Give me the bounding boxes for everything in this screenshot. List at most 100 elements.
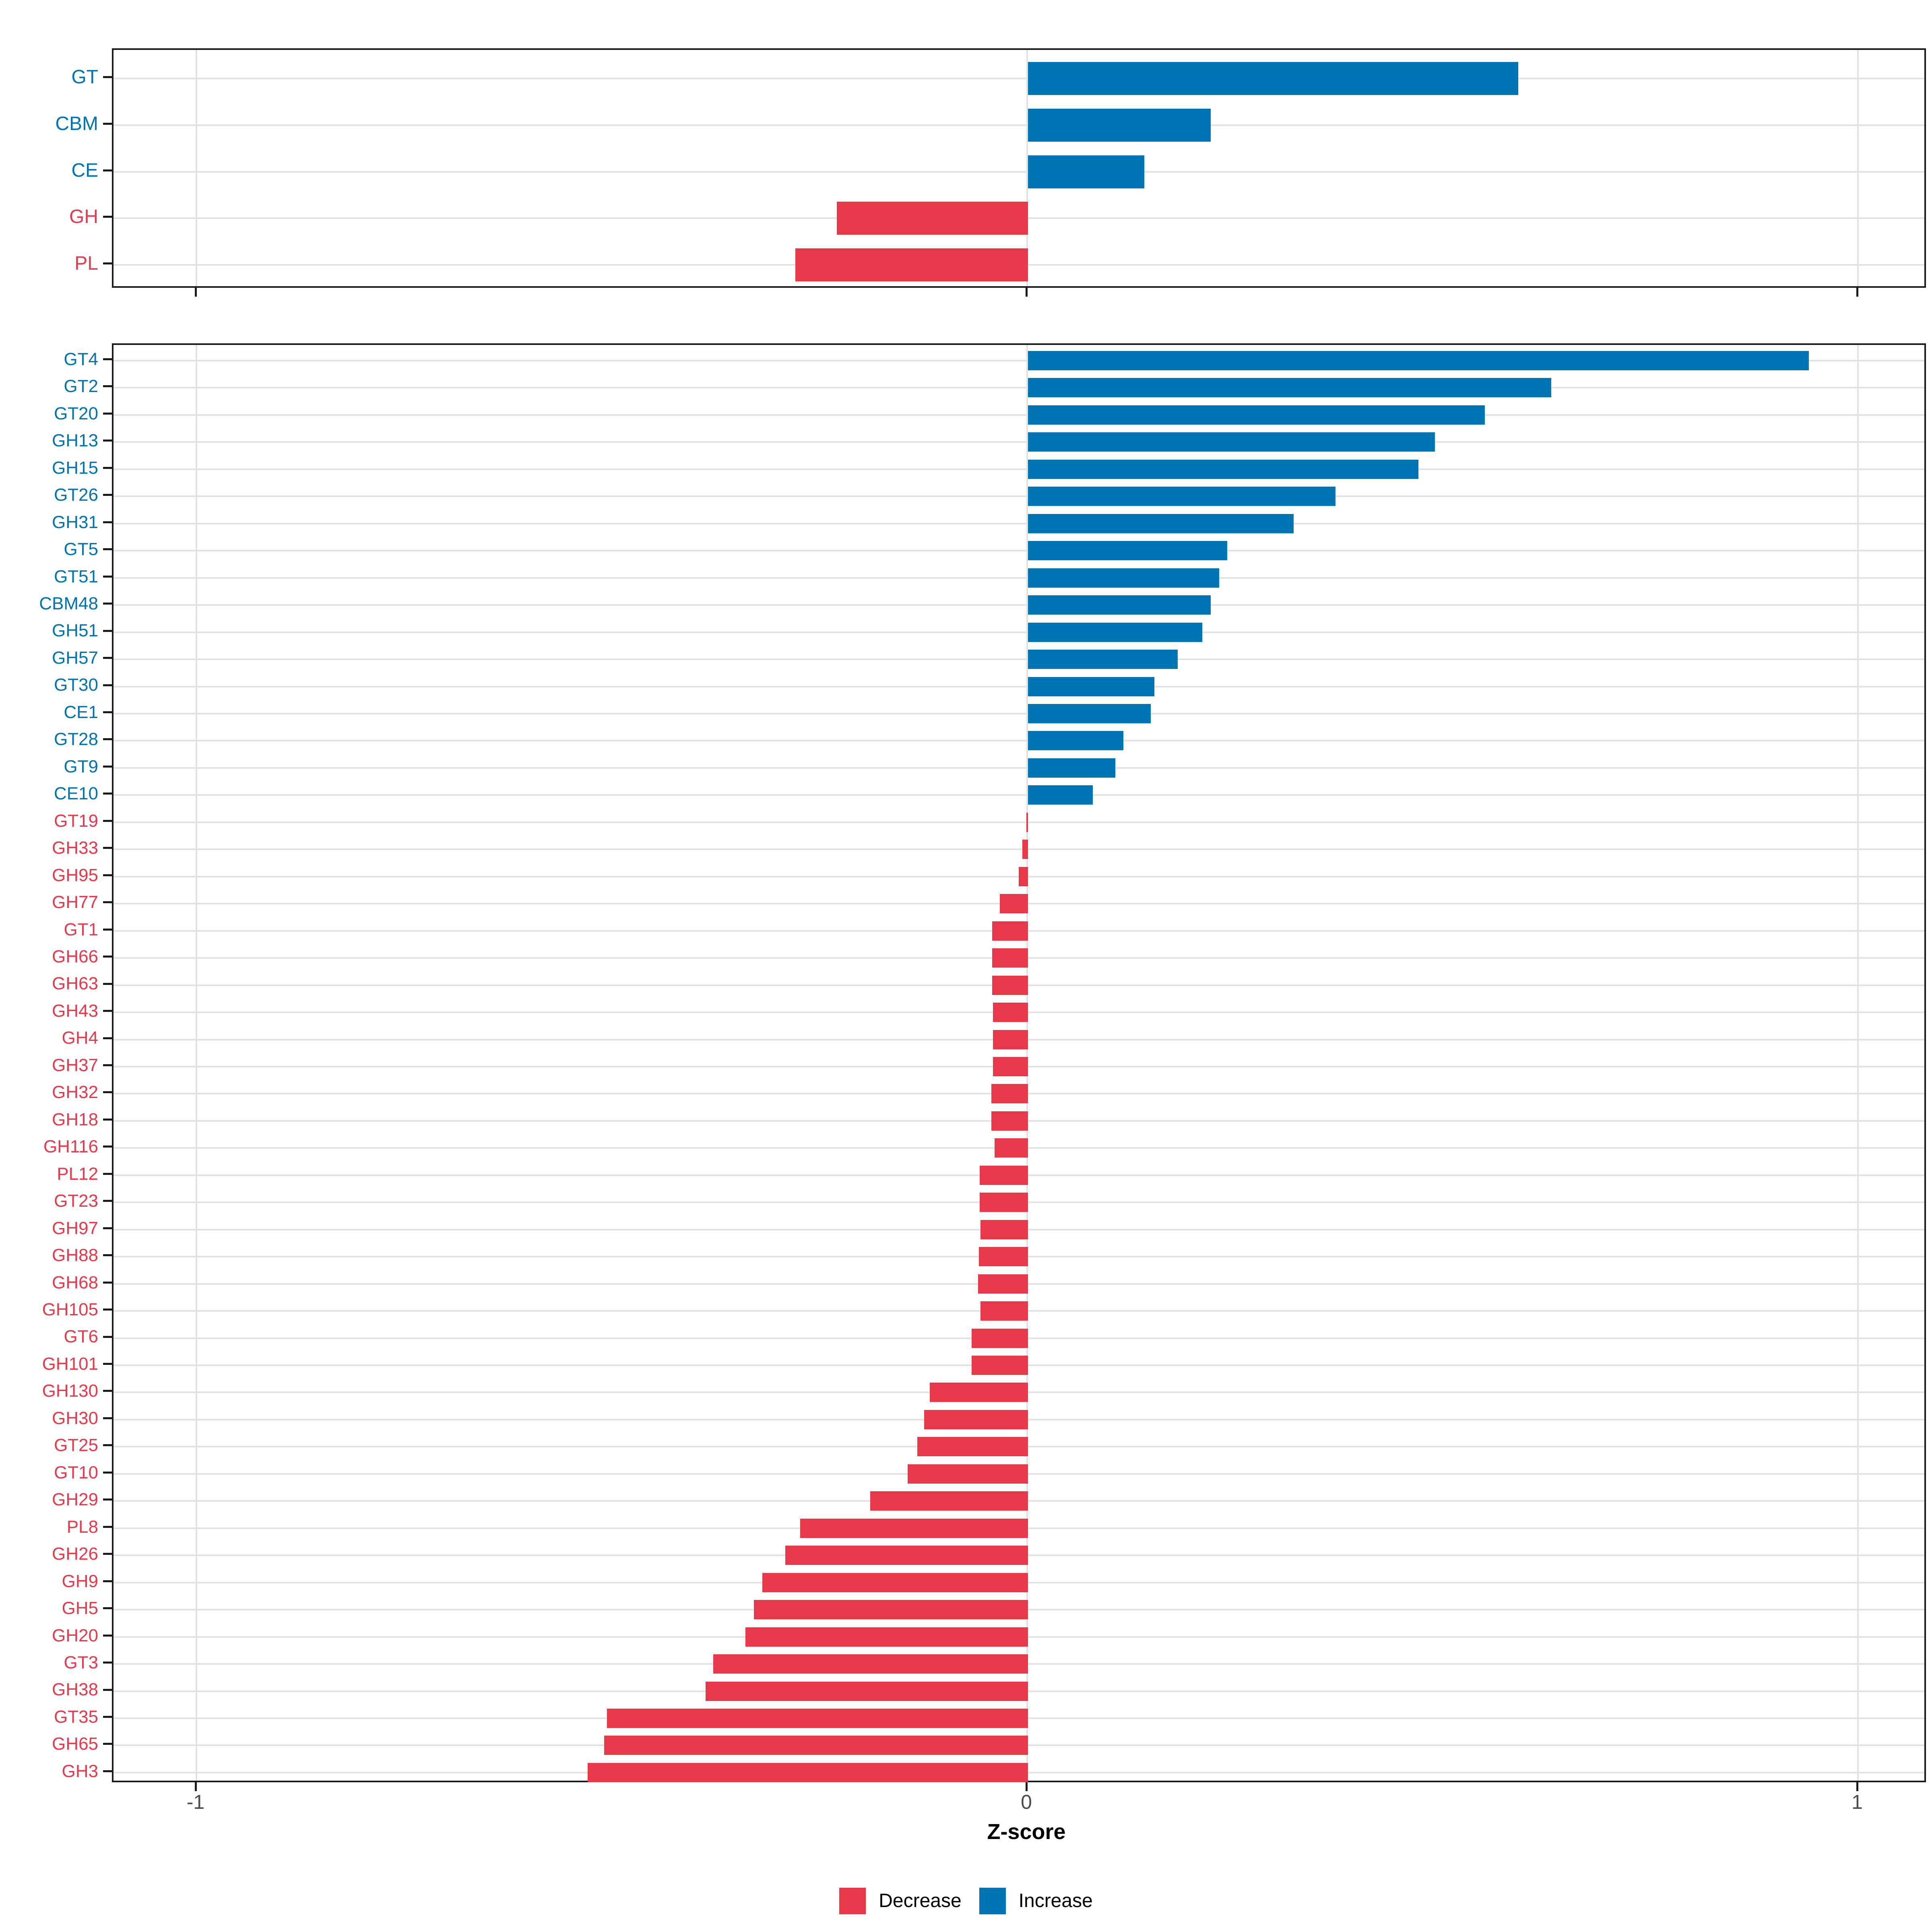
y-axis-label-gh4: GH4 xyxy=(62,1028,98,1048)
y-gridline xyxy=(114,171,1924,173)
bar-gh51 xyxy=(1028,622,1203,642)
increase-label: Increase xyxy=(1018,1890,1093,1911)
y-axis-label-gh63: GH63 xyxy=(52,974,98,994)
y-axis-label-gt19: GT19 xyxy=(54,811,98,831)
bar-gh77 xyxy=(999,894,1028,914)
y-gridline xyxy=(114,495,1924,497)
y-tick xyxy=(103,1200,112,1202)
bar-gt6 xyxy=(971,1328,1028,1348)
x-tick xyxy=(195,1782,197,1791)
y-tick xyxy=(103,1064,112,1066)
y-axis-label-gt23: GT23 xyxy=(54,1191,98,1211)
y-tick xyxy=(103,1525,112,1528)
y-gridline xyxy=(114,441,1924,443)
y-axis-label-cbm: CBM xyxy=(55,113,98,134)
y-tick xyxy=(103,1010,112,1012)
y-tick xyxy=(103,1580,112,1582)
y-tick xyxy=(103,1716,112,1718)
y-tick xyxy=(103,440,112,442)
bar-gh65 xyxy=(604,1736,1028,1755)
y-tick xyxy=(103,521,112,523)
y-gridline xyxy=(114,631,1924,633)
bar-gt xyxy=(1028,62,1518,95)
bar-gt9 xyxy=(1028,758,1115,778)
y-tick xyxy=(103,630,112,632)
y-axis-label-gh97: GH97 xyxy=(52,1218,98,1238)
bar-gh18 xyxy=(991,1111,1028,1131)
y-tick xyxy=(103,684,112,686)
y-tick xyxy=(103,738,112,741)
y-axis-label-gh9: GH9 xyxy=(62,1571,98,1591)
increase-swatch xyxy=(979,1888,1006,1914)
y-axis-label-gt6: GT6 xyxy=(64,1327,98,1347)
bar-gh3 xyxy=(588,1763,1028,1782)
y-axis-label-gt35: GT35 xyxy=(54,1707,98,1727)
x-tick xyxy=(1856,288,1858,297)
y-axis-label-gh13: GH13 xyxy=(52,431,98,451)
legend-item-decrease: Decrease xyxy=(839,1888,962,1914)
bar-pl xyxy=(795,248,1028,282)
bar-gt4 xyxy=(1028,351,1809,370)
bar-cbm48 xyxy=(1028,595,1211,615)
x-gridline xyxy=(1857,345,1859,1781)
bar-ce1 xyxy=(1028,704,1151,723)
decrease-swatch xyxy=(839,1888,866,1914)
bar-gh4 xyxy=(993,1030,1028,1049)
y-axis-label-gt4: GT4 xyxy=(64,349,98,369)
y-axis-label-gh33: GH33 xyxy=(52,838,98,858)
y-gridline xyxy=(114,821,1924,823)
y-tick xyxy=(103,928,112,931)
y-axis-label-gt25: GT25 xyxy=(54,1435,98,1455)
bar-gh43 xyxy=(993,1003,1028,1022)
y-gridline xyxy=(114,522,1924,524)
y-tick xyxy=(103,1444,112,1447)
bar-gh31 xyxy=(1028,514,1294,533)
y-axis-label-gh105: GH105 xyxy=(42,1299,98,1319)
bar-gh116 xyxy=(995,1138,1028,1158)
bar-gt23 xyxy=(980,1193,1028,1212)
bar-gh xyxy=(837,202,1028,235)
bar-gh26 xyxy=(785,1546,1028,1565)
bar-gh30 xyxy=(924,1410,1028,1429)
y-tick xyxy=(103,1363,112,1365)
y-gridline xyxy=(114,577,1924,579)
y-axis-label-gh15: GH15 xyxy=(52,458,98,478)
y-tick xyxy=(103,847,112,849)
y-tick xyxy=(103,575,112,578)
y-axis-label-gh3: GH3 xyxy=(62,1761,98,1781)
x-axis-title: Z-score xyxy=(987,1820,1066,1844)
y-axis-label-gh5: GH5 xyxy=(62,1598,98,1618)
y-gridline xyxy=(114,740,1924,742)
bar-cbm xyxy=(1028,108,1211,142)
y-axis-label-gh18: GH18 xyxy=(52,1109,98,1129)
y-gridline xyxy=(114,360,1924,361)
y-tick xyxy=(103,1091,112,1094)
y-gridline xyxy=(114,550,1924,552)
bar-gh68 xyxy=(978,1274,1028,1294)
x-tick xyxy=(1026,1782,1028,1791)
y-tick xyxy=(103,494,112,496)
y-axis-label-gt2: GT2 xyxy=(64,376,98,396)
bar-gh29 xyxy=(870,1491,1028,1511)
bar-gh37 xyxy=(993,1057,1028,1076)
y-axis-label-gh116: GH116 xyxy=(43,1137,98,1157)
y-axis-label-gh101: GH101 xyxy=(42,1354,98,1374)
bar-gh20 xyxy=(745,1627,1028,1647)
y-axis-label-ce10: CE10 xyxy=(54,784,98,804)
legend-item-increase: Increase xyxy=(979,1888,1093,1914)
bar-gh9 xyxy=(762,1573,1028,1592)
bar-gh95 xyxy=(1019,867,1028,886)
y-tick xyxy=(103,1417,112,1419)
y-tick xyxy=(103,216,112,218)
y-tick xyxy=(103,1118,112,1121)
legend: Decrease Increase xyxy=(0,1888,1932,1914)
bar-gh66 xyxy=(992,948,1028,968)
y-tick xyxy=(103,765,112,768)
bar-gt2 xyxy=(1028,378,1552,398)
decrease-label: Decrease xyxy=(879,1890,962,1911)
bar-pl12 xyxy=(980,1165,1028,1185)
y-tick xyxy=(103,412,112,415)
bar-gt19 xyxy=(1026,812,1028,832)
y-tick xyxy=(103,603,112,605)
